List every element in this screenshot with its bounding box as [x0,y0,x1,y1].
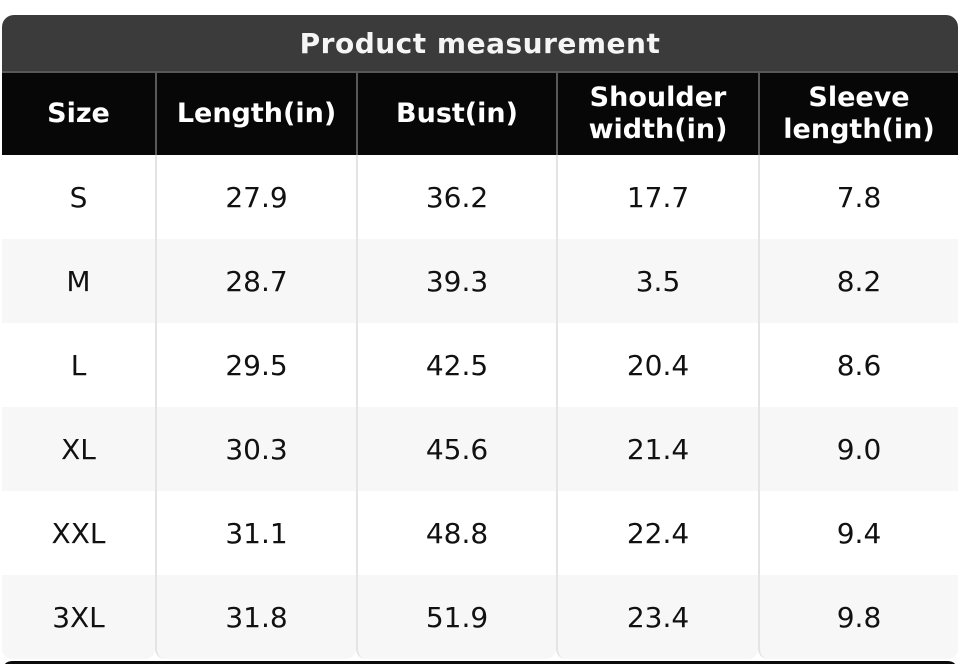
measurement-cell: 51.9 [356,575,556,659]
measurement-cell: 7.8 [758,155,958,239]
col-header-shoulder-width: Shoulder width(in) [556,71,758,155]
col-header-sleeve-length: Sleeve length(in) [758,71,958,155]
table-row: S 27.9 36.2 17.7 7.8 [2,155,958,239]
measurement-cell: 23.4 [556,575,758,659]
header-row: Size Length(in) Bust(in) Shoulder width(… [2,71,958,155]
size-cell: 3XL [2,575,155,659]
measurement-cell: 36.2 [356,155,556,239]
size-cell: L [2,323,155,407]
table-body: S 27.9 36.2 17.7 7.8 M 28.7 39.3 3.5 8.2 L 29.5 42.5… [2,155,958,659]
measurement-cell: 22.4 [556,491,758,575]
measurement-cell: 21.4 [556,407,758,491]
measurement-cell: 3.5 [556,239,758,323]
measurement-table: Size Length(in) Bust(in) Shoulder width(… [2,71,958,659]
measurement-cell: 20.4 [556,323,758,407]
size-cell: M [2,239,155,323]
measurement-cell: 9.8 [758,575,958,659]
measurement-cell: 29.5 [155,323,356,407]
table-title-bar: Product measurement [2,15,958,71]
measurement-cell: 30.3 [155,407,356,491]
measurement-cell: 9.0 [758,407,958,491]
size-cell: S [2,155,155,239]
measurement-cell: 27.9 [155,155,356,239]
measurement-cell: 8.2 [758,239,958,323]
col-header-size: Size [2,71,155,155]
table-row: M 28.7 39.3 3.5 8.2 [2,239,958,323]
measurement-cell: 9.4 [758,491,958,575]
measurement-cell: 39.3 [356,239,556,323]
next-table-header-peek [2,661,958,664]
table-title: Product measurement [299,26,661,60]
size-cell: XL [2,407,155,491]
size-cell: XXL [2,491,155,575]
measurement-cell: 31.1 [155,491,356,575]
measurement-cell: 8.6 [758,323,958,407]
col-header-length: Length(in) [155,71,356,155]
table-row: 3XL 31.8 51.9 23.4 9.8 [2,575,958,659]
table-row: L 29.5 42.5 20.4 8.6 [2,323,958,407]
measurement-cell: 28.7 [155,239,356,323]
measurement-cell: 17.7 [556,155,758,239]
product-measurement-table: Product measurement Size Length(in) Bust… [2,15,958,664]
measurement-cell: 42.5 [356,323,556,407]
measurement-cell: 45.6 [356,407,556,491]
measurement-cell: 31.8 [155,575,356,659]
table-row: XXL 31.1 48.8 22.4 9.4 [2,491,958,575]
measurement-cell: 48.8 [356,491,556,575]
col-header-bust: Bust(in) [356,71,556,155]
table-row: XL 30.3 45.6 21.4 9.0 [2,407,958,491]
